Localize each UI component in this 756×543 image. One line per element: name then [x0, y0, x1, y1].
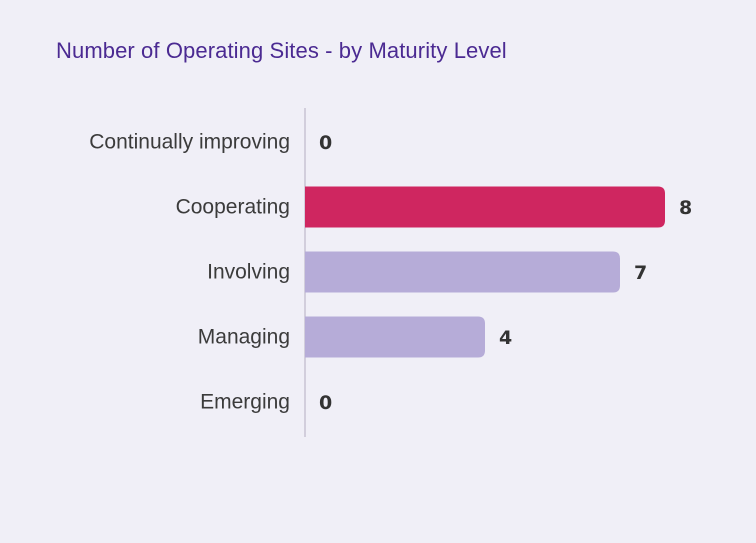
category-label-continually-improving: Continually improving	[89, 131, 290, 154]
value-label-emerging: 0	[319, 392, 332, 414]
value-label-continually-improving: 0	[319, 132, 332, 154]
value-label-involving: 7	[634, 262, 647, 284]
bar-cooperating	[305, 186, 665, 228]
bar-managing	[305, 316, 485, 358]
category-label-emerging: Emerging	[200, 391, 290, 414]
category-label-managing: Managing	[198, 326, 290, 349]
value-label-managing: 4	[499, 327, 512, 349]
value-label-cooperating: 8	[679, 197, 692, 219]
category-label-cooperating: Cooperating	[176, 196, 290, 219]
bar-involving	[305, 251, 620, 293]
chart-title: Number of Operating Sites - by Maturity …	[56, 38, 507, 63]
category-label-involving: Involving	[207, 261, 290, 284]
